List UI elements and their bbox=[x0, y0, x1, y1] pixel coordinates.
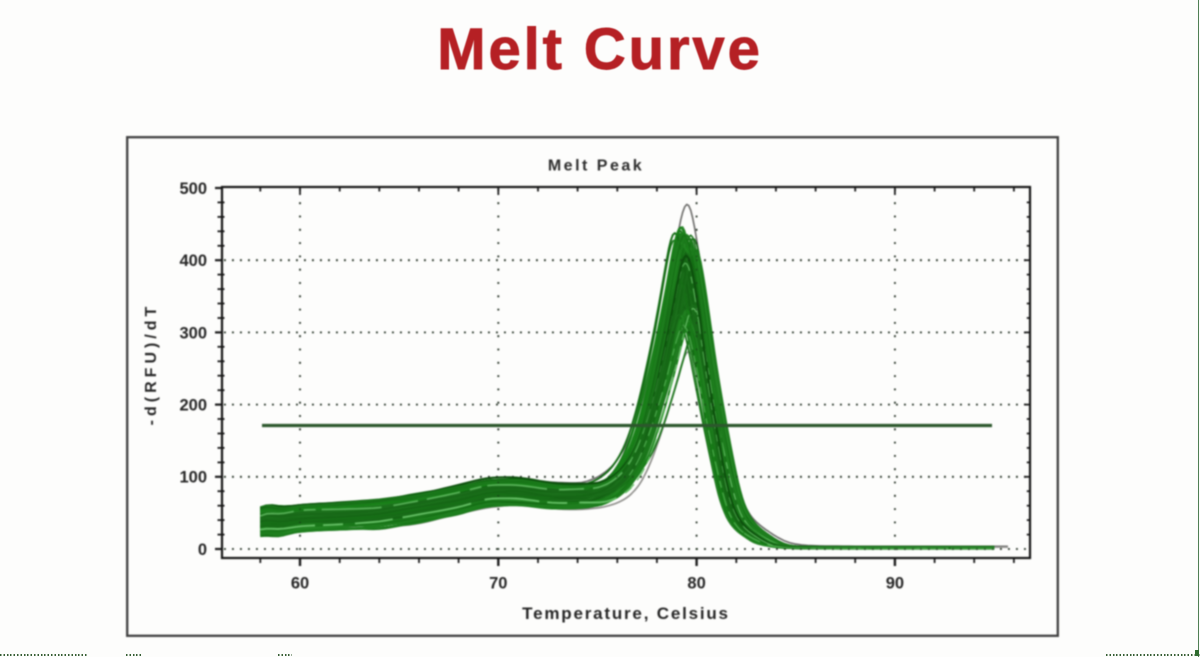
svg-text:400: 400 bbox=[179, 252, 207, 270]
svg-text:90: 90 bbox=[886, 575, 904, 593]
svg-text:300: 300 bbox=[179, 324, 207, 342]
svg-text:60: 60 bbox=[291, 575, 309, 593]
svg-text:Temperature, Celsius: Temperature, Celsius bbox=[522, 604, 730, 623]
svg-text:-d(RFU)/dT: -d(RFU)/dT bbox=[143, 303, 160, 426]
svg-text:Melt Peak: Melt Peak bbox=[548, 158, 644, 175]
svg-text:70: 70 bbox=[489, 575, 507, 593]
svg-text:0: 0 bbox=[198, 541, 207, 559]
svg-text:80: 80 bbox=[687, 575, 705, 593]
svg-text:200: 200 bbox=[179, 397, 207, 415]
svg-text:100: 100 bbox=[179, 469, 207, 487]
svg-text:500: 500 bbox=[179, 180, 207, 198]
